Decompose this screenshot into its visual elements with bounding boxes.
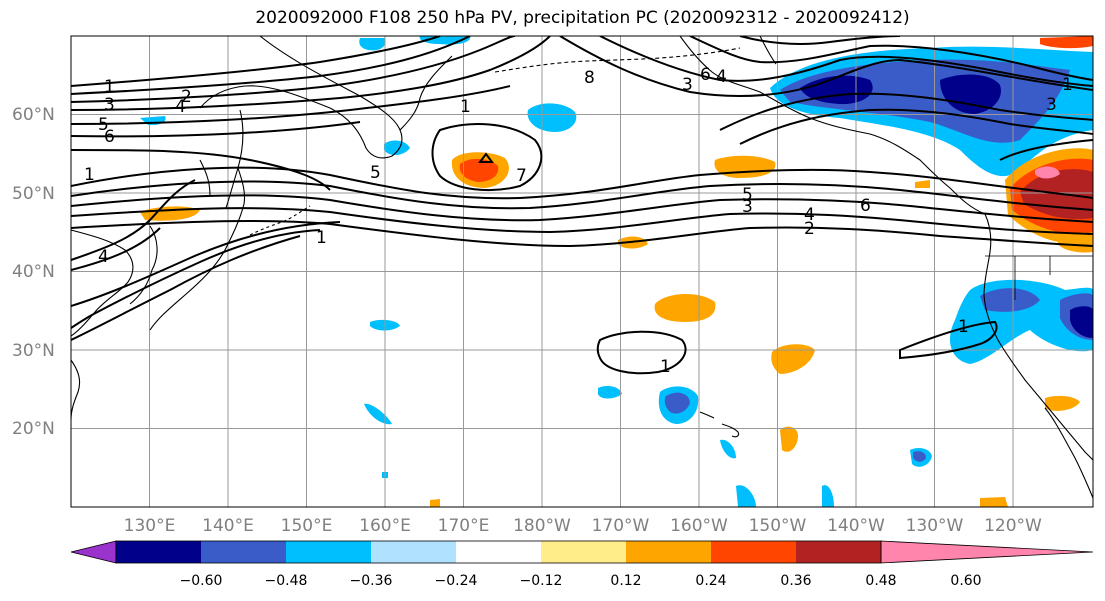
colorbar-label: −0.36 [350, 573, 393, 589]
lon-tick-label: 180°W [513, 516, 571, 536]
contour-label: 2 [181, 87, 192, 107]
lat-tick-label: 40°N [12, 262, 55, 282]
lat-tick-label: 20°N [12, 419, 55, 439]
colorbar-segment [626, 541, 711, 563]
lon-tick-label: 150°E [281, 516, 333, 536]
contour-label: 7 [516, 166, 527, 186]
lon-tick-label: 130°E [124, 516, 176, 536]
contour-label: 3 [742, 197, 753, 217]
contour-label: 4 [175, 97, 186, 117]
contour-label: 5 [370, 163, 381, 183]
colorbar-left-extend [70, 540, 117, 564]
lon-tick-label: 130°W [906, 516, 964, 536]
lon-tick-label: 120°W [984, 516, 1042, 536]
lat-tick-label: 60°N [12, 105, 55, 125]
contour-labels: 1 2 3 4 5 6 1 1 3 4 5 6 7 8 1 2 3 4 5 6 … [84, 65, 1073, 377]
colorbar [70, 540, 1094, 564]
contour-label: 1 [958, 317, 969, 337]
colorbar-segment [201, 541, 286, 563]
contour-label: 3 [1046, 95, 1057, 115]
colorbar-segment [456, 541, 541, 563]
contour-label: 4 [804, 205, 815, 225]
colorbar-label: −0.60 [180, 573, 223, 589]
contour-label: 4 [98, 247, 109, 267]
contour-label: 5 [742, 185, 753, 205]
map-frame [70, 35, 1094, 508]
colorbar-label: 0.24 [695, 573, 726, 589]
contour-label: 8 [584, 68, 595, 88]
colorbar-label: 0.36 [780, 573, 811, 589]
colorbar-label: −0.48 [265, 573, 308, 589]
contour-label: 1 [104, 77, 115, 97]
contour-label: 3 [682, 75, 693, 95]
colorbar-label: 0.60 [950, 573, 981, 589]
contour-label: 6 [860, 196, 871, 216]
lat-tick-label: 50°N [12, 184, 55, 204]
lon-tick-label: 170°W [592, 516, 650, 536]
longitude-ticks: 130°E 140°E 150°E 160°E 170°E 180°W 170°… [124, 516, 1042, 536]
contour-label: 1 [460, 97, 471, 117]
map-title: 2020092000 F108 250 hPa PV, precipitatio… [255, 8, 910, 28]
colorbar-segment [541, 541, 626, 563]
contour-label: 1 [660, 357, 671, 377]
lon-tick-label: 140°E [202, 516, 254, 536]
lat-tick-label: 30°N [12, 341, 55, 361]
colorbar-segment [286, 541, 371, 563]
colorbar-segment [796, 541, 881, 563]
lon-tick-label: 150°W [749, 516, 807, 536]
colorbar-segment [711, 541, 796, 563]
colorbar-segment [371, 541, 456, 563]
contour-label: 4 [716, 67, 727, 87]
lon-tick-label: 160°W [670, 516, 728, 536]
colorbar-label: −0.24 [435, 573, 478, 589]
lon-tick-label: 170°E [438, 516, 490, 536]
contour-label: 1 [316, 228, 327, 248]
lon-tick-label: 160°E [359, 516, 411, 536]
colorbar-right-extend [880, 540, 1094, 564]
colorbar-label: 0.12 [610, 573, 641, 589]
latitude-ticks: 20°N 30°N 40°N 50°N 60°N [12, 105, 55, 439]
contour-label: 2 [804, 219, 815, 239]
contour-label: 1 [1062, 75, 1073, 95]
pv-contours [71, 36, 1093, 375]
contour-label: 6 [700, 65, 711, 85]
colorbar-segment [116, 541, 201, 563]
colorbar-label: −0.12 [520, 573, 563, 589]
contour-label: 1 [84, 165, 95, 185]
colorbar-frame [115, 540, 882, 564]
contour-label: 5 [98, 115, 109, 135]
lon-tick-label: 140°W [827, 516, 885, 536]
contour-label: 3 [104, 95, 115, 115]
colorbar-label: 0.48 [865, 573, 896, 589]
contour-label: 6 [104, 127, 115, 147]
colorbar-labels: −0.60 −0.48 −0.36 −0.24 −0.12 0.12 0.24 … [180, 573, 982, 589]
